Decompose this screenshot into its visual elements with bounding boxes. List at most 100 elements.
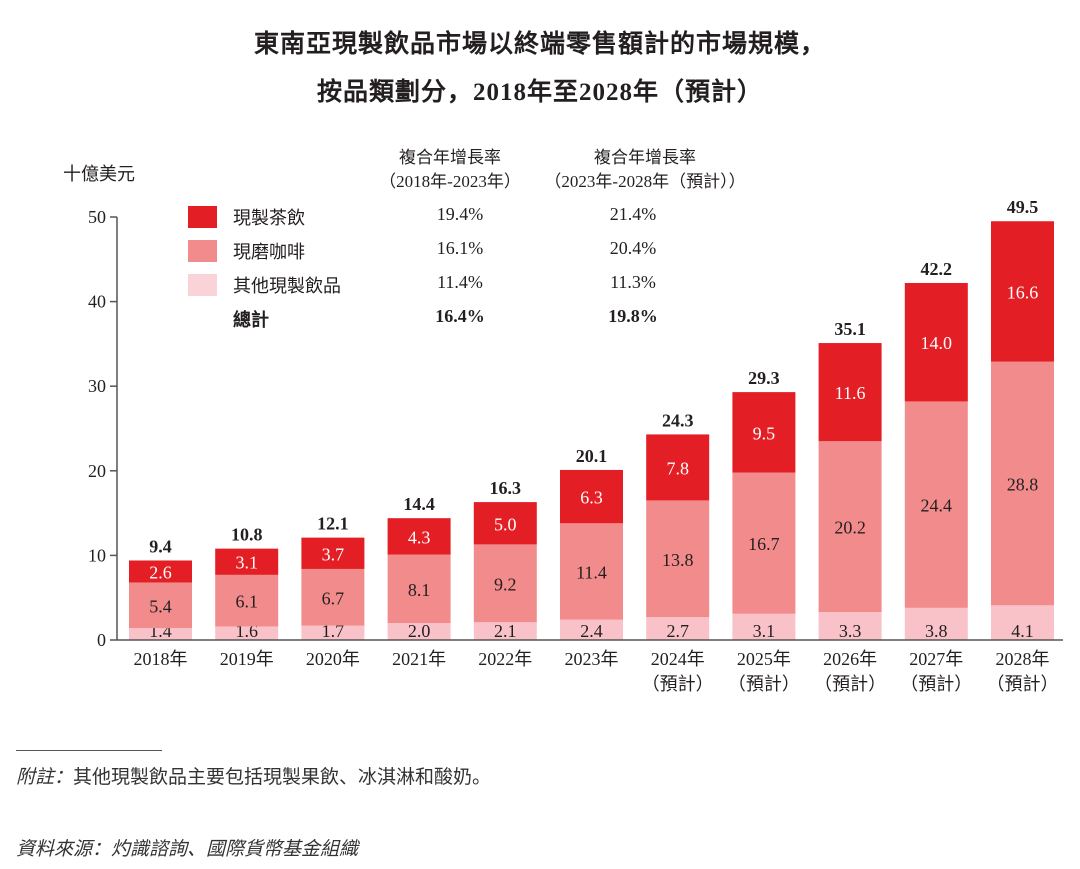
x-tick-label: 2023年 [565,649,619,669]
bar-total-label: 10.8 [231,525,263,545]
x-tick-label: 2027年 [909,649,963,669]
chart-title-line1: 東南亞現製飲品市場以終端零售額計的市場規模， [253,31,826,58]
bar-segment-label: 8.1 [408,580,431,600]
x-tick-label: 2028年 [996,649,1050,669]
bar-segment [991,605,1054,640]
y-tick-label: 0 [97,630,106,650]
x-tick-sublabel: （預計） [814,674,886,694]
x-tick-label: 2020年 [306,649,360,669]
footnote-divider [16,750,162,751]
bar-segment [387,518,451,555]
bar-segment-label: 11.6 [835,383,866,403]
bar-total-label: 16.3 [490,478,522,498]
x-tick-sublabel: （預計） [900,674,972,694]
bar-segment [732,392,796,473]
legend-item-tea: 現製茶飲 19.4% 21.4% [0,204,800,230]
bar-segment [301,568,365,626]
bar-segment [473,544,537,623]
bar-segment [301,537,365,569]
footnote: 附註：其他現製飲品主要包括現製果飲、冰淇淋和酸奶。 [16,762,491,789]
bar-segment [215,626,279,640]
legend-swatch-tea [188,206,217,228]
bar-segment [129,582,192,629]
bar-total-label: 12.1 [317,514,349,534]
legend-item-coffee: 現磨咖啡 16.1% 20.4% [0,238,800,264]
bar-total-label: 29.3 [748,368,780,388]
bar-segment-label: 3.3 [839,621,862,641]
x-tick-label: 2025年 [737,649,791,669]
bar-segment-label: 20.2 [834,518,866,538]
legend-label: 現磨咖啡 [233,242,305,262]
bar-segment [215,574,279,627]
bar-segment [904,282,968,402]
legend-cagr-2023-2028: 19.8% [608,306,658,326]
bar-total-label: 35.1 [834,319,866,339]
bar-segment [473,502,537,545]
cagr-header-period: （2023年-2028年（預計）） [544,172,746,191]
bar-segment-label: 16.6 [1007,282,1039,302]
bar-segment-label: 3.7 [322,544,345,564]
bar-segment [215,548,279,575]
cagr-header-2023-2028: 複合年增長率 （2023年-2028年（預計）） [540,146,750,194]
bar-total-label: 49.5 [1007,197,1039,217]
bar-segment-label: 3.8 [925,621,948,641]
bar-segment [646,434,710,501]
footnote-text: 其他現製飲品主要包括現製果飲、冰淇淋和酸奶。 [73,767,492,788]
bar-segment-label: 3.1 [235,553,258,573]
legend-label: 總計 [233,310,269,330]
bar-total-label: 14.4 [403,494,435,514]
legend-cagr-2018-2023: 16.4% [435,306,485,326]
legend-label: 其他現製飲品 [233,276,341,296]
y-tick-label: 20 [88,461,106,481]
y-tick-label: 40 [88,292,106,312]
bar-segment-label: 28.8 [1007,474,1039,494]
bar-segment [387,554,451,624]
bar-segment [473,622,537,640]
cagr-header-title: 複合年增長率 [399,148,501,167]
bar-segment-label: 2.1 [494,621,517,641]
bar-segment-label: 1.7 [322,621,345,641]
source-note: 資料來源：灼識諮詢、國際貨幣基金組織 [16,839,359,860]
bar-segment-label: 9.5 [753,423,776,443]
bar-segment [818,612,882,640]
bar-segment-label: 13.8 [662,550,694,570]
legend-cagr-2023-2028: 21.4% [609,204,657,224]
bar-segment-label: 3.1 [753,621,776,641]
bar-segment [818,343,882,442]
y-tick-label: 10 [88,545,106,565]
legend-cagr-2018-2023: 11.4% [437,272,483,292]
cagr-header-2018-2023: 複合年增長率 （2018年-2023年） [370,146,530,194]
bar-segment-label: 6.7 [322,588,345,608]
bar-segment-label: 16.7 [748,534,780,554]
x-tick-label: 2022年 [478,649,532,669]
bar-segment-label: 6.1 [235,592,258,612]
legend-swatch-coffee [188,240,217,262]
bar-segment-label: 5.0 [494,514,517,534]
x-tick-label: 2024年 [651,649,705,669]
footnote-lead: 附註： [16,767,74,788]
bar-segment [904,607,968,640]
bar-segment [732,472,796,614]
legend-cagr-2023-2028: 20.4% [609,238,657,258]
x-tick-label: 2018年 [134,649,188,669]
bar-segment [301,625,365,640]
x-tick-sublabel: （預計） [987,674,1059,694]
bar-segment-label: 9.2 [494,574,517,594]
bar-segment-label: 5.4 [149,596,172,616]
bar-segment [560,469,623,524]
bar-segment [646,617,710,640]
bar-segment [904,401,968,608]
legend-cagr-2018-2023: 19.4% [436,204,484,224]
bar-segment-label: 7.8 [666,458,689,478]
y-axis-unit-label: 十億美元 [63,164,135,184]
cagr-header-title: 複合年增長率 [594,148,696,167]
bar-segment [129,628,192,640]
x-tick-label: 2019年 [220,649,274,669]
bar-total-label: 24.3 [662,410,694,430]
bar-segment-label: 11.4 [576,562,607,582]
legend-swatch-other [188,274,217,296]
bar-segment [560,619,623,640]
bar-segment [732,613,796,640]
bar-segment [387,623,451,640]
